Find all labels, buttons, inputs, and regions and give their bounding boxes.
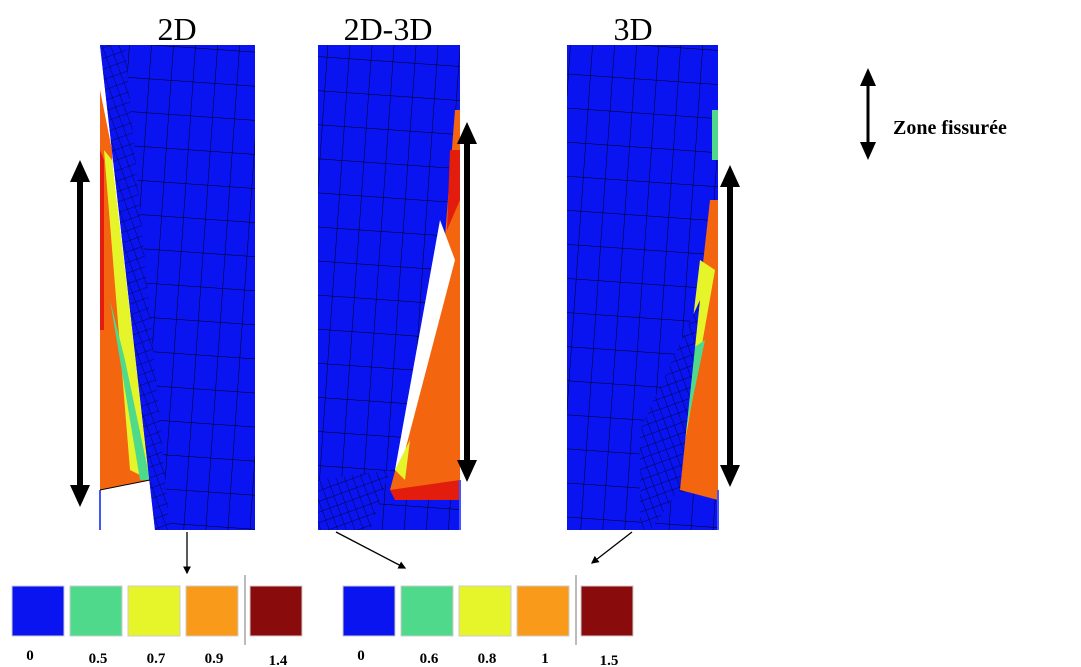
legend-label: 0 [357, 648, 365, 664]
mesh-2d-3d [318, 45, 461, 530]
mesh-3d [567, 45, 719, 530]
legend-label: 0.5 [89, 651, 108, 667]
legend-swatch [580, 585, 634, 637]
legend-swatch [342, 585, 396, 637]
legend-swatch [185, 585, 239, 637]
mesh-2d [99, 45, 255, 530]
legend-swatch [400, 585, 454, 637]
panel-title: 3D [613, 11, 652, 47]
legend-label: 0.6 [420, 651, 439, 667]
annotation: Zone fissurée [893, 117, 1007, 139]
legend-swatch [69, 585, 123, 637]
legend-label: 0.9 [205, 651, 224, 667]
legend-swatch [127, 585, 181, 637]
pointers [183, 531, 633, 575]
zone-arrows [77, 84, 870, 487]
legend-label: 1.4 [269, 653, 288, 667]
legend-swatch [516, 585, 570, 637]
panel-title: 2D-3D [344, 11, 433, 47]
legend-swatch [249, 585, 303, 637]
legend-label: 1.5 [600, 653, 619, 667]
arrow-heads [70, 68, 876, 507]
legends: 0 0.5 0.7 0.9 1.4 0 0.6 0.8 1 1.5 [11, 575, 634, 667]
legend-label: 0.7 [147, 651, 166, 667]
legend-label: 1 [541, 651, 549, 667]
legend-label: 0.8 [478, 651, 497, 667]
legend-label: 0 [26, 648, 34, 664]
legend-swatch [11, 585, 65, 637]
legend-swatch [458, 585, 512, 637]
panel-title: 2D [157, 11, 196, 47]
